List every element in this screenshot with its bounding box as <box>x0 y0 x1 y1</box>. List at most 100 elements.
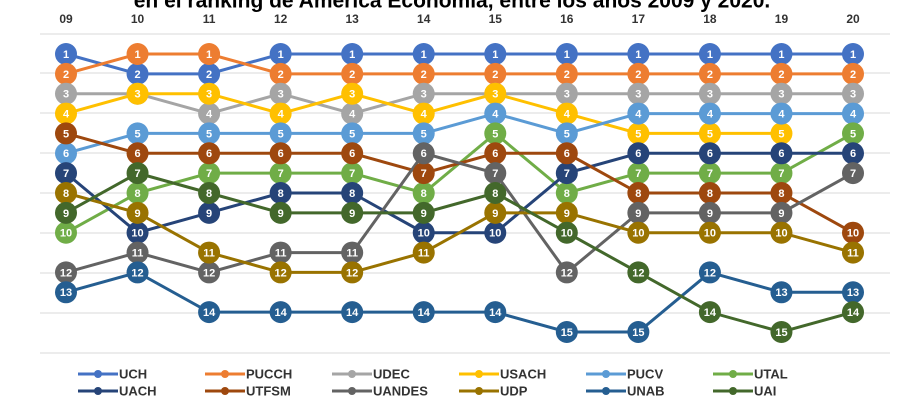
rank-label: 5 <box>63 128 69 140</box>
rank-marker <box>627 321 650 343</box>
rank-label: 6 <box>63 148 69 160</box>
rank-label: 1 <box>635 49 641 61</box>
series-line <box>65 131 854 235</box>
rank-label: 3 <box>778 89 784 101</box>
rank-label: 4 <box>707 108 714 120</box>
rank-label: 5 <box>278 128 284 140</box>
rank-label: 14 <box>275 307 288 319</box>
rank-label: 3 <box>421 89 427 101</box>
rank-marker <box>842 122 864 145</box>
x-tick-label: 16 <box>560 12 574 26</box>
rank-label: 1 <box>134 49 140 61</box>
series-line <box>65 112 853 155</box>
legend-marker <box>348 387 356 395</box>
rank-label: 7 <box>278 168 284 180</box>
rank-marker <box>126 82 149 105</box>
rank-label: 9 <box>206 208 212 220</box>
rank-label: 9 <box>278 208 284 220</box>
rank-marker <box>269 43 292 65</box>
rank-marker <box>412 182 435 204</box>
rank-label: 14 <box>847 307 860 319</box>
rank-label: 5 <box>492 128 498 140</box>
rank-marker <box>555 62 578 85</box>
rank-marker <box>126 43 149 65</box>
rank-label: 2 <box>349 69 355 81</box>
legend-marker <box>729 370 737 378</box>
rank-marker <box>341 122 364 145</box>
rank-label: 5 <box>134 128 140 140</box>
rank-marker <box>126 122 149 145</box>
rank-marker <box>198 241 221 264</box>
rank-label: 9 <box>421 208 427 220</box>
rank-label: 10 <box>418 228 430 240</box>
rank-marker <box>770 281 793 304</box>
rank-marker <box>627 182 650 204</box>
rank-marker <box>55 122 77 145</box>
rank-label: 15 <box>775 327 787 339</box>
rank-label: 11 <box>847 247 859 259</box>
rank-marker <box>198 102 221 125</box>
rank-label: 4 <box>421 108 428 120</box>
rank-label: 8 <box>278 188 284 200</box>
rank-label: 4 <box>63 108 70 120</box>
rank-label: 1 <box>278 49 284 61</box>
rank-marker <box>126 261 149 284</box>
rank-marker <box>198 122 221 145</box>
legend-label: UDEC <box>373 366 410 381</box>
rank-label: 6 <box>206 148 212 160</box>
rank-label: 2 <box>134 69 140 81</box>
rank-label: 7 <box>421 168 427 180</box>
x-tick-label: 15 <box>489 12 503 26</box>
rank-label: 8 <box>707 188 713 200</box>
series-line <box>65 131 854 235</box>
rank-marker <box>698 122 721 145</box>
rank-marker <box>341 102 364 125</box>
rank-label: 12 <box>346 267 358 279</box>
rank-label: 11 <box>132 247 144 259</box>
x-tick-label: 13 <box>346 12 360 26</box>
rank-marker <box>698 43 721 65</box>
legend-marker <box>221 370 229 378</box>
rank-label: 2 <box>492 69 498 81</box>
rank-label: 13 <box>60 287 72 299</box>
rank-label: 10 <box>489 228 501 240</box>
rank-label: 13 <box>775 287 787 299</box>
x-tick-label: 19 <box>775 12 789 26</box>
rank-label: 14 <box>704 307 717 319</box>
rank-label: 4 <box>850 108 857 120</box>
rank-label: 8 <box>778 188 784 200</box>
rank-label: 8 <box>63 188 69 200</box>
rank-label: 6 <box>707 148 713 160</box>
rank-label: 12 <box>704 267 716 279</box>
rank-marker <box>55 102 77 125</box>
rank-label: 3 <box>564 89 570 101</box>
rank-marker <box>555 201 578 224</box>
rank-label: 5 <box>778 128 784 140</box>
rank-label: 6 <box>635 148 641 160</box>
rank-label: 3 <box>850 89 856 101</box>
rank-marker <box>484 102 507 125</box>
rank-marker <box>627 62 650 85</box>
rank-marker <box>126 201 149 224</box>
rank-marker <box>698 182 721 204</box>
rank-label: 2 <box>850 69 856 81</box>
rank-label: 1 <box>349 49 355 61</box>
rank-label: 1 <box>778 49 784 61</box>
rank-marker <box>341 162 364 185</box>
rank-marker <box>412 122 435 145</box>
rank-label: 10 <box>704 228 716 240</box>
rank-label: 10 <box>131 228 143 240</box>
legend-label: UTFSM <box>246 383 291 398</box>
rank-label: 8 <box>564 188 570 200</box>
rank-marker <box>126 162 149 185</box>
rank-label: 3 <box>63 89 69 101</box>
rank-marker <box>555 162 578 185</box>
rank-marker <box>484 122 507 145</box>
x-tick-label: 20 <box>846 12 860 26</box>
rank-label: 3 <box>492 89 498 101</box>
rank-marker <box>842 102 864 125</box>
rank-label: 8 <box>635 188 641 200</box>
series-line <box>65 191 854 274</box>
rank-label: 12 <box>561 267 573 279</box>
rank-marker <box>198 43 221 65</box>
